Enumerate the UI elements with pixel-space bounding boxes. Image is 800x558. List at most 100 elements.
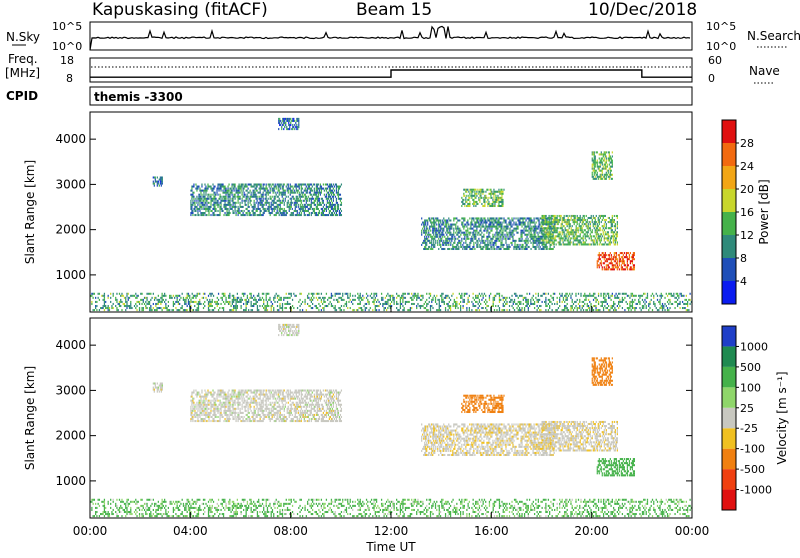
power-cell bbox=[321, 309, 322, 311]
power-cell bbox=[141, 309, 142, 311]
power-cell bbox=[508, 248, 509, 250]
power-cell bbox=[426, 309, 427, 311]
power-cell bbox=[177, 309, 178, 311]
power-cell bbox=[373, 301, 374, 303]
power-cell bbox=[527, 224, 528, 226]
power-cell bbox=[251, 194, 252, 196]
power-cell bbox=[279, 307, 280, 309]
power-cell bbox=[155, 297, 156, 299]
power-cell bbox=[130, 301, 131, 303]
power-cell bbox=[551, 217, 552, 219]
power-cell bbox=[159, 299, 160, 301]
power-cell bbox=[233, 299, 234, 301]
power-cell bbox=[574, 223, 575, 225]
power-cell bbox=[270, 188, 271, 190]
power-cell bbox=[253, 299, 254, 301]
power-cell bbox=[212, 301, 213, 303]
power-cell bbox=[447, 219, 448, 221]
power-cell bbox=[396, 297, 397, 299]
power-cell bbox=[338, 208, 339, 210]
power-cell bbox=[443, 240, 444, 242]
power-cell bbox=[222, 183, 223, 185]
power-cell bbox=[326, 194, 327, 196]
power-cell bbox=[251, 183, 252, 185]
power-cell bbox=[517, 244, 518, 246]
power-cell bbox=[290, 183, 291, 185]
power-cell bbox=[472, 240, 473, 242]
power-cell bbox=[139, 309, 140, 311]
power-cell bbox=[571, 237, 572, 239]
power-cell bbox=[173, 309, 174, 311]
power-cell bbox=[328, 297, 329, 299]
power-cell bbox=[228, 210, 229, 212]
power-cell bbox=[243, 206, 244, 208]
power-cell bbox=[187, 293, 188, 295]
power-cell bbox=[294, 190, 295, 192]
power-cell bbox=[227, 301, 228, 303]
power-cell bbox=[473, 219, 474, 221]
power-cell bbox=[279, 214, 280, 216]
power-cell bbox=[296, 124, 297, 126]
power-cell bbox=[333, 210, 334, 212]
power-cell bbox=[99, 299, 100, 301]
power-cell bbox=[522, 244, 523, 246]
power-cell bbox=[232, 198, 233, 200]
power-cell bbox=[587, 219, 588, 221]
power-cell bbox=[323, 297, 324, 299]
power-cell bbox=[612, 155, 613, 157]
power-cell bbox=[422, 297, 423, 299]
power-cell bbox=[525, 228, 526, 230]
power-cell bbox=[490, 244, 491, 246]
power-cell bbox=[590, 229, 591, 231]
power-cell bbox=[449, 305, 450, 307]
power-cell bbox=[426, 226, 427, 228]
power-cell bbox=[450, 219, 451, 221]
power-cell bbox=[149, 301, 150, 303]
power-cell bbox=[519, 238, 520, 240]
power-cell bbox=[598, 217, 599, 219]
power-cell bbox=[464, 236, 465, 238]
power-cell bbox=[191, 188, 192, 190]
power-cell bbox=[399, 309, 400, 311]
power-cell bbox=[464, 293, 465, 295]
power-cell bbox=[331, 297, 332, 299]
power-cell bbox=[243, 212, 244, 214]
power-cell bbox=[244, 188, 245, 190]
power-cell bbox=[198, 186, 199, 188]
power-cell bbox=[427, 228, 428, 230]
power-cell bbox=[266, 196, 267, 198]
power-cell bbox=[95, 297, 96, 299]
power-cell bbox=[128, 293, 129, 295]
power-cell bbox=[383, 309, 384, 311]
power-cell bbox=[286, 297, 287, 299]
power-cell bbox=[331, 183, 332, 185]
power-cell bbox=[239, 192, 240, 194]
power-cell bbox=[229, 309, 230, 311]
power-cell bbox=[526, 248, 527, 250]
power-cell bbox=[309, 212, 310, 214]
power-cell bbox=[570, 225, 571, 227]
power-cell bbox=[595, 157, 596, 159]
power-cell bbox=[469, 309, 470, 311]
power-cell bbox=[306, 186, 307, 188]
power-cell bbox=[608, 239, 609, 241]
power-cell bbox=[168, 309, 169, 311]
power-cell bbox=[471, 219, 472, 221]
power-cell bbox=[177, 299, 178, 301]
power-cell bbox=[277, 297, 278, 299]
power-cell bbox=[146, 293, 147, 295]
power-cell bbox=[500, 230, 501, 232]
power-cell bbox=[486, 222, 487, 224]
power-cell bbox=[274, 188, 275, 190]
power-cell bbox=[382, 305, 383, 307]
power-cell bbox=[239, 212, 240, 214]
power-cell bbox=[327, 305, 328, 307]
power-cell bbox=[125, 301, 126, 303]
power-cell bbox=[159, 307, 160, 309]
power-cell bbox=[108, 307, 109, 309]
power-cell bbox=[431, 240, 432, 242]
power-cell bbox=[238, 297, 239, 299]
power-cell bbox=[425, 240, 426, 242]
power-cell bbox=[509, 297, 510, 299]
power-cell bbox=[326, 208, 327, 210]
